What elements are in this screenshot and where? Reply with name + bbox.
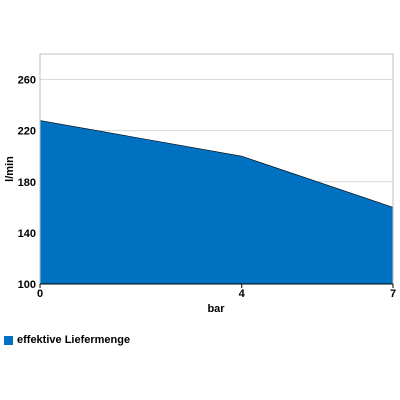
legend-swatch [4, 335, 13, 345]
x-tick-label: 0 [37, 288, 43, 300]
y-tick-label: 220 [18, 126, 36, 138]
y-tick-label: 180 [18, 177, 36, 189]
y-tick-label: 140 [18, 228, 36, 240]
legend-label: effektive Liefermenge [17, 334, 131, 346]
area-series-0 [39, 120, 394, 285]
legend: effektive Liefermenge [4, 334, 130, 346]
x-tick-label: 4 [239, 288, 246, 300]
y-axis-label: l/min [4, 156, 16, 182]
y-axis: 100 140 180 220 260 [18, 75, 36, 291]
x-tick-label: 7 [390, 288, 396, 300]
x-axis: 0 4 7 [37, 283, 396, 300]
x-axis-label: bar [207, 303, 225, 315]
y-tick-label: 260 [18, 75, 36, 87]
y-tick-label: 100 [18, 279, 36, 291]
area-layer [39, 120, 394, 285]
